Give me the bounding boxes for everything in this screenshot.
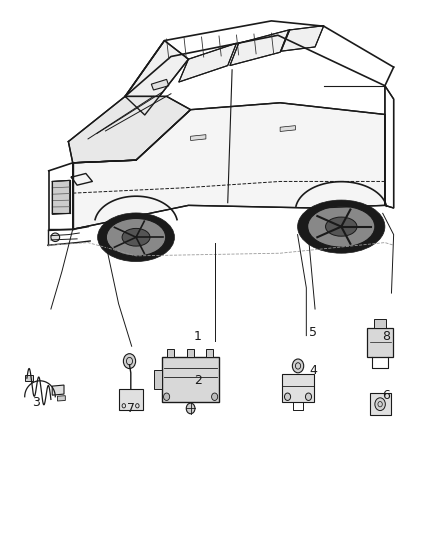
Text: 5: 5 — [309, 326, 317, 340]
Ellipse shape — [297, 200, 385, 253]
Ellipse shape — [375, 398, 385, 410]
Polygon shape — [179, 43, 237, 82]
Polygon shape — [281, 26, 324, 51]
Ellipse shape — [325, 217, 357, 236]
Ellipse shape — [79, 176, 86, 183]
Polygon shape — [191, 135, 206, 141]
Ellipse shape — [292, 359, 304, 373]
Polygon shape — [162, 357, 219, 402]
Polygon shape — [52, 180, 70, 214]
Ellipse shape — [186, 403, 195, 414]
Ellipse shape — [98, 213, 174, 262]
Polygon shape — [167, 349, 174, 357]
Polygon shape — [52, 385, 64, 395]
Polygon shape — [374, 319, 386, 328]
Ellipse shape — [212, 393, 218, 400]
Polygon shape — [73, 103, 385, 229]
Polygon shape — [68, 96, 191, 163]
Ellipse shape — [307, 206, 375, 247]
Text: 7: 7 — [127, 402, 135, 415]
Ellipse shape — [163, 393, 170, 400]
Polygon shape — [154, 370, 162, 389]
Polygon shape — [230, 30, 289, 66]
Text: 1: 1 — [194, 330, 202, 343]
Polygon shape — [25, 375, 33, 381]
Polygon shape — [119, 389, 143, 410]
Polygon shape — [283, 374, 314, 402]
Polygon shape — [187, 349, 194, 357]
Text: 3: 3 — [32, 395, 40, 409]
Polygon shape — [367, 328, 393, 357]
Polygon shape — [280, 126, 295, 132]
Text: 8: 8 — [382, 330, 390, 343]
Ellipse shape — [106, 219, 166, 256]
Polygon shape — [57, 395, 65, 401]
Polygon shape — [151, 79, 169, 90]
Text: 2: 2 — [194, 374, 202, 387]
Polygon shape — [71, 173, 92, 185]
Ellipse shape — [285, 393, 290, 400]
Ellipse shape — [305, 393, 311, 400]
Polygon shape — [125, 41, 188, 115]
Text: 4: 4 — [309, 364, 317, 377]
Ellipse shape — [122, 229, 150, 246]
Polygon shape — [206, 349, 213, 357]
Ellipse shape — [124, 354, 136, 368]
Ellipse shape — [77, 174, 88, 185]
Text: 6: 6 — [382, 389, 390, 402]
Polygon shape — [370, 393, 391, 415]
Ellipse shape — [51, 233, 60, 241]
